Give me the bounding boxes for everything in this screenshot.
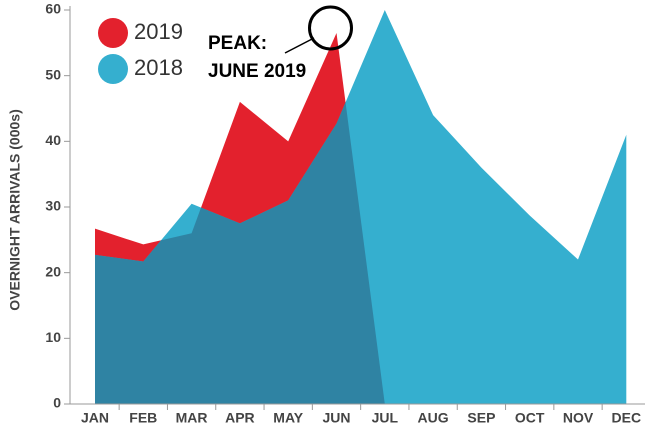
x-tick-label: OCT — [515, 410, 545, 426]
legend-swatch — [98, 18, 128, 48]
y-tick-label: 0 — [53, 395, 61, 411]
x-tick-label: AUG — [418, 410, 449, 426]
y-tick-label: 60 — [45, 1, 61, 17]
annotation-text: PEAK: — [208, 33, 267, 54]
annotation-line — [284, 37, 315, 54]
x-tick-label: FEB — [129, 410, 157, 426]
x-tick-label: JUL — [372, 410, 399, 426]
x-tick-label: SEP — [467, 410, 495, 426]
x-tick-label: DEC — [612, 410, 642, 426]
x-tick-label: MAY — [273, 410, 303, 426]
x-tick-label: JAN — [81, 410, 109, 426]
legend-swatch — [98, 54, 128, 84]
annotation-text: JUNE 2019 — [208, 61, 306, 82]
y-tick-label: 10 — [45, 329, 61, 345]
y-tick-label: 20 — [45, 263, 61, 279]
x-tick-label: JUN — [322, 410, 350, 426]
y-axis-label: OVERNIGHT ARRIVALS (000s) — [7, 109, 23, 310]
x-tick-label: NOV — [563, 410, 594, 426]
annotation-circle — [308, 5, 353, 51]
y-tick-label: 30 — [45, 198, 61, 214]
y-tick-label: 50 — [45, 66, 61, 82]
x-tick-label: APR — [225, 410, 255, 426]
y-tick-label: 40 — [45, 132, 61, 148]
legend-label: 2019 — [134, 19, 183, 44]
legend-label: 2018 — [134, 55, 183, 80]
x-tick-label: MAR — [176, 410, 208, 426]
